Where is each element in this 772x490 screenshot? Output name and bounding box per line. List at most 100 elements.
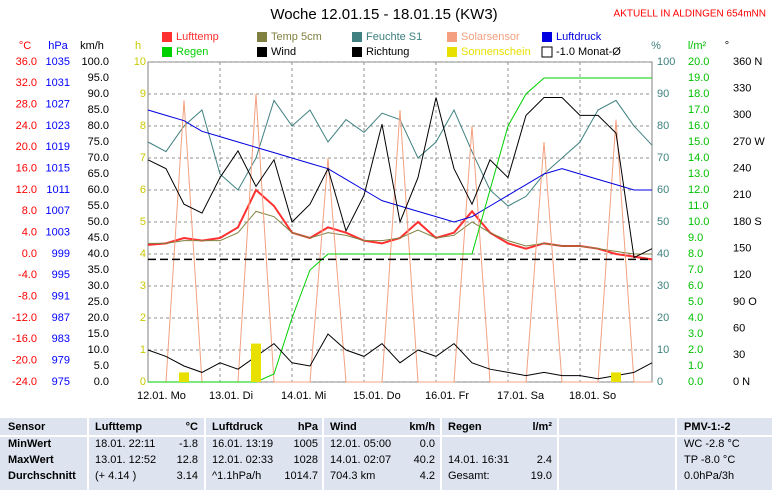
y-tick-label: 20.0: [88, 312, 109, 324]
y-tick-label: 100.0: [81, 56, 109, 68]
y-tick-label: 300: [733, 109, 751, 121]
x-tick-label: 12.01. Mo: [137, 390, 186, 402]
x-tick-label: 17.01. Sa: [497, 390, 545, 402]
table-cell: (+ 4.14 ): [95, 470, 136, 482]
table-header: °C: [186, 421, 198, 433]
y-tick-label: 0: [657, 376, 663, 388]
y-tick-label: 60.0: [88, 184, 109, 196]
annotation: AKTUELL IN ALDINGEN 654mNN: [614, 9, 766, 20]
bar: [251, 343, 261, 382]
table-cell: 0.0hPa/3h: [684, 470, 734, 482]
table-header: Luftdruck: [212, 421, 264, 433]
y-tick-label: 0: [140, 376, 146, 388]
x-tick-label: 15.01. Do: [353, 390, 401, 402]
table-cell: WC -2.8 °C: [684, 438, 740, 450]
series-line: [147, 97, 653, 259]
y-tick-label: 3: [140, 280, 146, 292]
table-cell: ^1.1hPa/h: [212, 470, 261, 482]
y-tick-label: 150: [733, 243, 751, 255]
y-tick-label: 30: [733, 349, 745, 361]
table-cell: 2.4: [537, 454, 552, 466]
legend-swatch: [162, 32, 172, 42]
y-tick-label: 50.0: [88, 216, 109, 228]
y-tick-label: 12.0: [688, 184, 709, 196]
y-tick-label: 95.0: [88, 72, 109, 84]
y-tick-label: 65.0: [88, 168, 109, 180]
legend-label: Temp 5cm: [271, 31, 322, 43]
y-tick-label: 24.0: [16, 120, 37, 132]
legend-label: Richtung: [366, 46, 409, 58]
y-tick-label: 4.0: [22, 227, 37, 239]
table-cell: MinWert: [8, 438, 52, 450]
y-tick-label: 25.0: [88, 296, 109, 308]
y-tick-label: 8.0: [22, 205, 37, 217]
table-header: Sensor: [8, 421, 46, 433]
table-cell: 16.01. 13:19: [212, 438, 273, 450]
y-tick-label: 80.0: [88, 120, 109, 132]
y-tick-label: 1031: [46, 77, 70, 89]
y-tick-label: 28.0: [16, 99, 37, 111]
y-tick-label: 6: [140, 184, 146, 196]
y-tick-label: -24.0: [12, 376, 37, 388]
y-tick-label: -20.0: [12, 355, 37, 367]
y-tick-label: -16.0: [12, 333, 37, 345]
y-tick-label: 1011: [46, 184, 70, 196]
y-tick-label: 10: [657, 344, 669, 356]
y-tick-label: 5.0: [688, 296, 703, 308]
y-tick-label: 0.0: [688, 376, 703, 388]
y-tick-label: 5.0: [94, 360, 109, 372]
y-tick-label: 16.0: [688, 120, 709, 132]
axis-unit: l/m²: [688, 40, 707, 52]
y-tick-label: 4.0: [688, 312, 703, 324]
y-tick-label: 991: [52, 291, 70, 303]
y-tick-label: 2: [140, 312, 146, 324]
y-tick-label: 0.0: [22, 248, 37, 260]
table-cell: 13.01. 12:52: [95, 454, 156, 466]
y-tick-label: 45.0: [88, 232, 109, 244]
y-tick-label: 8.0: [688, 248, 703, 260]
y-tick-label: 20: [657, 312, 669, 324]
legend-label: Solarsensor: [461, 31, 520, 43]
legend-swatch: [257, 32, 267, 42]
y-tick-label: 6.0: [688, 280, 703, 292]
y-tick-label: 8: [140, 120, 146, 132]
x-tick-label: 14.01. Mi: [281, 390, 326, 402]
y-tick-label: 100: [657, 56, 675, 68]
y-tick-label: 15.0: [688, 136, 709, 148]
y-tick-label: 9.0: [688, 232, 703, 244]
y-tick-label: 20.0: [16, 141, 37, 153]
y-tick-label: 30.0: [88, 280, 109, 292]
table-header: PMV-1:-2: [684, 421, 730, 433]
y-tick-label: -8.0: [18, 291, 37, 303]
series-line: [148, 210, 652, 255]
bar: [611, 372, 621, 382]
y-tick-label: 9: [140, 88, 146, 100]
y-tick-label: 983: [52, 333, 70, 345]
axis-unit: km/h: [80, 40, 104, 52]
table-header: Lufttemp: [95, 421, 142, 433]
y-tick-label: 1027: [46, 99, 70, 111]
table-cell: 4.2: [420, 470, 435, 482]
y-tick-label: 1015: [46, 163, 70, 175]
legend-swatch: [447, 47, 457, 57]
y-tick-label: 270 W: [733, 136, 765, 148]
y-tick-label: 35.0: [88, 264, 109, 276]
y-tick-label: 120: [733, 269, 751, 281]
y-tick-label: 360 N: [733, 56, 762, 68]
y-tick-label: 240: [733, 163, 751, 175]
y-tick-label: 210: [733, 189, 751, 201]
y-tick-label: 90 O: [733, 296, 757, 308]
chart-title: Woche 12.01.15 - 18.01.15 (KW3): [270, 6, 497, 23]
y-tick-label: 7: [140, 152, 146, 164]
y-tick-label: -12.0: [12, 312, 37, 324]
legend-swatch: [257, 47, 267, 57]
axis-unit: °C: [19, 40, 31, 52]
y-tick-label: 1019: [46, 141, 70, 153]
y-tick-label: 1003: [46, 227, 70, 239]
legend-label: Wind: [271, 46, 296, 58]
y-tick-label: 36.0: [16, 56, 37, 68]
legend-swatch: [162, 47, 172, 57]
legend-label: Regen: [176, 46, 208, 58]
table-header: hPa: [298, 421, 319, 433]
